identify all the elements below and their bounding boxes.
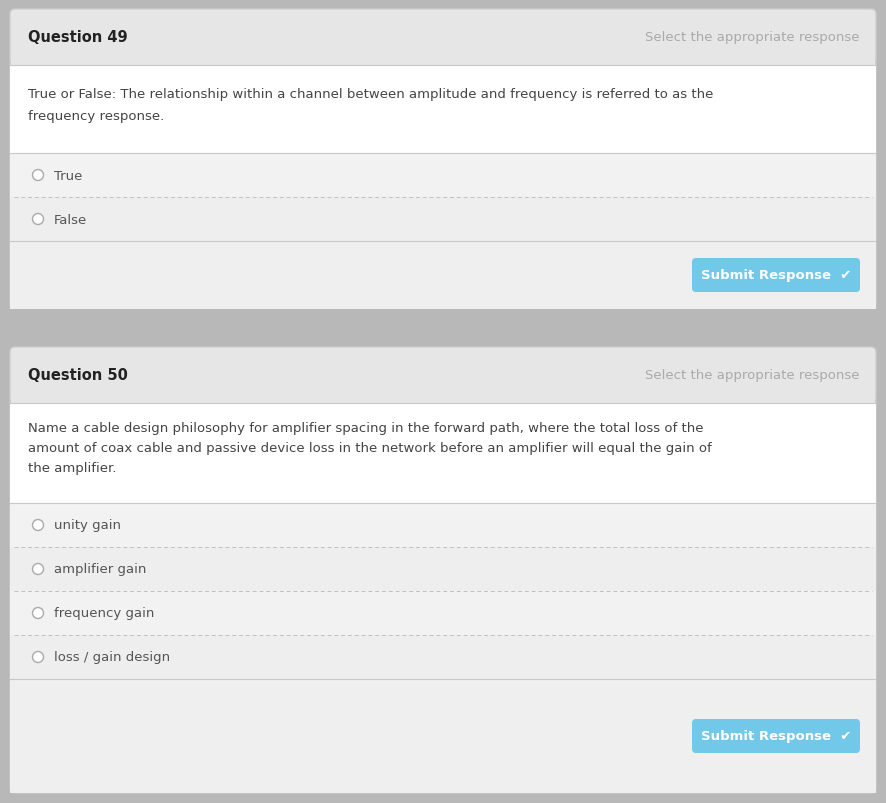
Text: False: False [54, 214, 87, 226]
Circle shape [33, 564, 43, 575]
Text: Select the appropriate response: Select the appropriate response [646, 369, 860, 382]
Bar [0, 310, 886, 348]
Circle shape [33, 520, 43, 531]
Bar [10, 548, 876, 591]
Text: Name a cable design philosophy for amplifier spacing in the forward path, where : Name a cable design philosophy for ampli… [28, 422, 703, 434]
Text: Submit Response  ✔: Submit Response ✔ [701, 730, 851, 743]
Text: frequency response.: frequency response. [28, 110, 164, 123]
Text: Question 50: Question 50 [28, 368, 128, 383]
Bar [10, 154, 876, 198]
Text: the amplifier.: the amplifier. [28, 462, 116, 475]
Text: frequency gain: frequency gain [54, 607, 154, 620]
Bar [11, 38, 875, 66]
Text: True: True [54, 169, 82, 182]
Bar [10, 503, 876, 548]
Bar [11, 376, 875, 403]
Circle shape [33, 170, 43, 181]
FancyBboxPatch shape [10, 10, 876, 310]
FancyBboxPatch shape [10, 348, 876, 403]
Text: True or False: The relationship within a channel between amplitude and frequency: True or False: The relationship within a… [28, 88, 713, 101]
Bar [10, 242, 876, 310]
Bar [10, 591, 876, 635]
Text: amplifier gain: amplifier gain [54, 563, 146, 576]
Bar [10, 66, 876, 154]
Circle shape [33, 214, 43, 225]
Bar [10, 198, 876, 242]
Circle shape [33, 652, 43, 662]
Text: Select the appropriate response: Select the appropriate response [646, 31, 860, 44]
Text: Submit Response  ✔: Submit Response ✔ [701, 269, 851, 282]
Bar [10, 635, 876, 679]
Text: Question 49: Question 49 [28, 31, 128, 46]
Text: amount of coax cable and passive device loss in the network before an amplifier : amount of coax cable and passive device … [28, 442, 711, 454]
Circle shape [33, 608, 43, 619]
FancyBboxPatch shape [10, 348, 876, 793]
Text: loss / gain design: loss / gain design [54, 650, 170, 663]
FancyBboxPatch shape [692, 719, 860, 753]
FancyBboxPatch shape [692, 259, 860, 292]
FancyBboxPatch shape [10, 10, 876, 66]
Bar [10, 403, 876, 503]
Bar [10, 679, 876, 793]
Text: unity gain: unity gain [54, 519, 121, 532]
